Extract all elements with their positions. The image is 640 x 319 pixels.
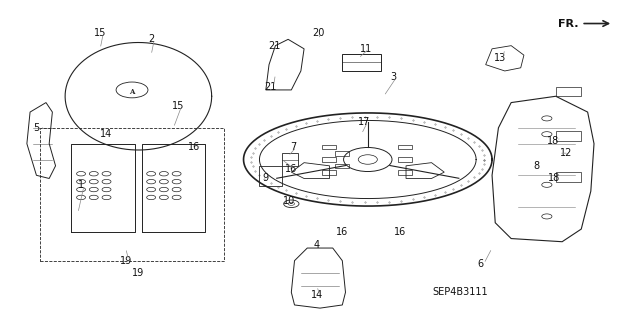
Bar — [556, 87, 581, 96]
Text: 12: 12 — [560, 148, 572, 158]
Text: 14: 14 — [100, 129, 113, 139]
Text: 11: 11 — [360, 44, 372, 54]
Bar — [259, 166, 282, 186]
Text: 15: 15 — [172, 101, 185, 111]
Text: 21: 21 — [268, 41, 280, 51]
Text: 21: 21 — [264, 82, 276, 92]
Text: 14: 14 — [310, 291, 323, 300]
Text: FR.: FR. — [557, 19, 578, 28]
Text: 2: 2 — [148, 34, 154, 44]
Bar — [322, 145, 336, 149]
Text: 16: 16 — [285, 164, 298, 174]
Text: 1: 1 — [78, 180, 84, 190]
Bar — [398, 145, 412, 149]
Text: 13: 13 — [493, 53, 506, 63]
Text: 17: 17 — [358, 116, 371, 127]
Bar — [335, 151, 349, 156]
Text: 15: 15 — [94, 28, 106, 38]
Text: 9: 9 — [263, 174, 269, 183]
Text: 8: 8 — [534, 161, 540, 171]
Bar — [40, 128, 225, 261]
Text: 16: 16 — [336, 227, 348, 237]
Bar — [322, 170, 336, 175]
Text: 6: 6 — [477, 259, 484, 269]
Text: SEP4B3111: SEP4B3111 — [433, 287, 488, 297]
Bar — [556, 172, 581, 182]
Bar — [398, 157, 412, 162]
Bar — [335, 164, 349, 168]
Bar — [398, 170, 412, 175]
Text: 5: 5 — [33, 123, 40, 133]
Text: A: A — [129, 87, 134, 95]
Bar — [342, 54, 381, 71]
Text: 3: 3 — [390, 72, 396, 82]
Text: 19: 19 — [132, 268, 145, 278]
Text: 19: 19 — [120, 256, 132, 266]
Bar — [282, 153, 298, 166]
Bar — [556, 131, 581, 141]
Text: 7: 7 — [290, 142, 296, 152]
Text: 16: 16 — [394, 227, 406, 237]
Bar — [322, 157, 336, 162]
Text: 20: 20 — [312, 28, 324, 38]
Text: 4: 4 — [314, 240, 320, 250]
Text: 18: 18 — [548, 174, 561, 183]
Text: 16: 16 — [188, 142, 200, 152]
Text: 10: 10 — [284, 196, 296, 206]
Text: 18: 18 — [547, 136, 559, 145]
